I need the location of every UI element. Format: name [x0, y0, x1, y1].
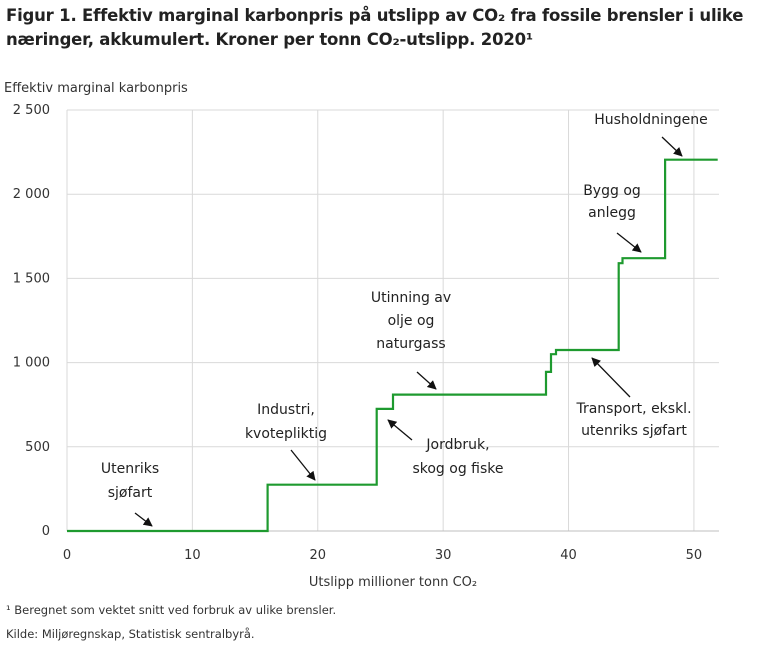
annotation-label-line: utenriks sjøfart: [581, 423, 687, 439]
y-axis-ticks: 0 500 1 000 1 500 2 000 2 500: [13, 103, 50, 539]
annotations: Utenriks sjøfart Industri, kvotepliktig Jord…: [101, 112, 708, 527]
data-series: [67, 158, 718, 533]
chart-title-line-1: Figur 1. Effektiv marginal karbonpris på…: [6, 6, 744, 25]
y-tick-label: 1 500: [13, 271, 50, 286]
footnote: ¹ Beregnet som vektet snitt ved forbruk …: [6, 603, 337, 617]
annotation-label-line: olje og: [388, 313, 435, 329]
x-tick-label: 10: [184, 548, 201, 563]
y-axis-label: Effektiv marginal karbonpris: [4, 81, 188, 96]
source-note: Kilde: Miljøregnskap, Statistisk sentral…: [6, 627, 255, 641]
annotation: Bygg og anlegg: [583, 183, 642, 253]
annotation-label: Transport, ekskl. utenriks sjøfart: [575, 401, 691, 439]
y-tick-label: 1 000: [13, 356, 50, 371]
grid-lines: [66, 109, 719, 532]
annotation-label: Husholdningene: [594, 112, 708, 128]
y-tick-label: 0: [42, 524, 50, 539]
x-axis-ticks: 0 10 20 30 40 50: [63, 548, 702, 563]
annotation-label-line: Jordbruk,: [425, 437, 489, 453]
annotation-label-line: Transport, ekskl.: [575, 401, 691, 417]
x-tick-label: 50: [686, 548, 703, 563]
annotation-label: Jordbruk, skog og fiske: [412, 437, 503, 477]
annotation-label-line: naturgass: [376, 336, 445, 352]
x-tick-label: 20: [309, 548, 326, 563]
annotation-label-line: Utenriks: [101, 461, 159, 477]
annotation-arrow: [591, 357, 631, 398]
annotation: Industri, kvotepliktig: [245, 402, 327, 481]
annotation-label-line: skog og fiske: [412, 461, 503, 477]
annotation-label-line: Industri,: [257, 402, 315, 418]
annotation-arrow: [134, 512, 153, 527]
annotation: Utenriks sjøfart: [101, 461, 159, 527]
y-tick-label: 500: [25, 440, 50, 455]
annotation: Utinning av olje og naturgass: [371, 290, 451, 390]
x-tick-label: 40: [560, 548, 577, 563]
annotation-label-line: Husholdningene: [594, 112, 708, 128]
annotation: Jordbruk, skog og fiske: [387, 419, 504, 477]
chart-title: Figur 1. Effektiv marginal karbonpris på…: [6, 4, 762, 52]
chart-title-line-2: næringer, akkumulert. Kroner per tonn CO…: [6, 30, 533, 49]
x-tick-label: 0: [63, 548, 71, 563]
y-tick-label: 2 500: [13, 103, 50, 118]
annotation-arrow: [661, 136, 683, 157]
annotation-label-line: Utinning av: [371, 290, 451, 306]
annotation-label: Industri, kvotepliktig: [245, 402, 327, 442]
annotation-arrow: [387, 419, 413, 441]
annotation-arrow: [290, 449, 316, 481]
annotation-arrow: [416, 371, 437, 390]
annotation: Transport, ekskl. utenriks sjøfart: [575, 357, 692, 439]
annotation-label: Bygg og anlegg: [583, 183, 641, 221]
annotation-label: Utinning av olje og naturgass: [371, 290, 451, 352]
x-axis-label: Utslipp millioner tonn CO₂: [309, 575, 477, 590]
annotation-label-line: Bygg og: [583, 183, 641, 199]
annotation-arrow: [616, 232, 642, 253]
annotation-label: Utenriks sjøfart: [101, 461, 159, 501]
annotation-label-line: sjøfart: [108, 485, 153, 501]
y-tick-label: 2 000: [13, 187, 50, 202]
annotation: Husholdningene: [594, 112, 708, 157]
annotation-label-line: anlegg: [588, 205, 636, 221]
annotation-label-line: kvotepliktig: [245, 426, 327, 442]
x-tick-label: 30: [435, 548, 452, 563]
carbon-price-step-line: [67, 158, 718, 533]
